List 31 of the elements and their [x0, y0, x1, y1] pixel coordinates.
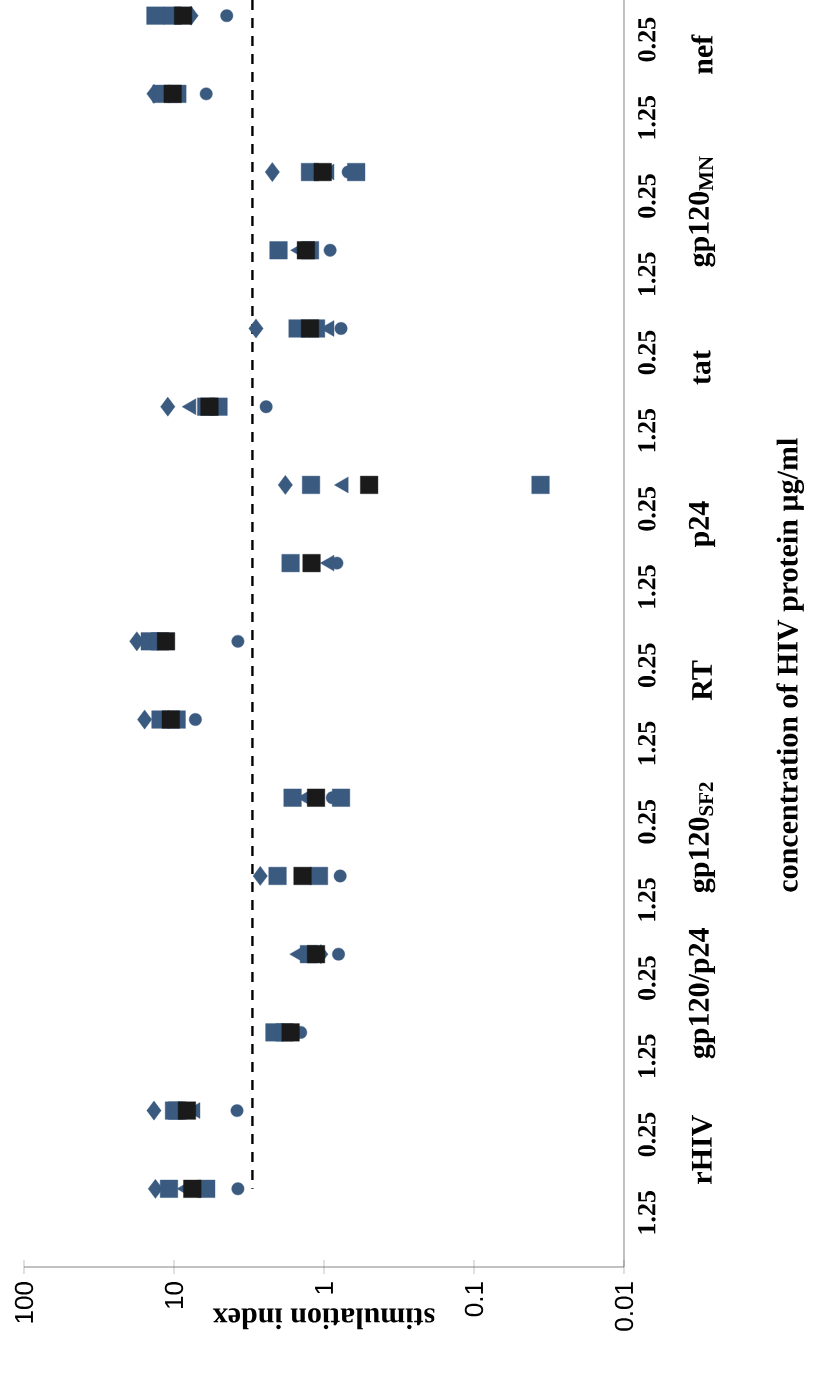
y-tick-label: 0.25 [638, 956, 656, 1000]
y-tick-label: 0.25 [638, 487, 656, 531]
x-tick-label: 100 [14, 1282, 34, 1323]
text: gp120/p24 [688, 928, 716, 1059]
y-tick-label: 1.25 [638, 96, 656, 139]
text: p24 [688, 501, 716, 547]
text: gp120$_{SF2}$ [688, 782, 716, 893]
text: tat [693, 350, 711, 385]
y-axis-title: concentration of HIV protein µg/ml [776, 438, 805, 892]
y-tick-label: 1.25 [638, 1034, 656, 1078]
x-axis-title: stimulation index [212, 1308, 435, 1330]
text: gp120$_{MN}$ [688, 156, 716, 267]
y-tick-label: 0.25 [638, 17, 656, 62]
y-tick-label: 0.25 [638, 174, 656, 218]
y-tick-label: 0.25 [638, 330, 656, 375]
y-tick-label: 1.25 [638, 252, 656, 295]
x-tick-label: 10 [164, 1282, 184, 1309]
text: nef [691, 34, 713, 74]
text: rHIV [691, 1115, 713, 1184]
y-tick-label: 0.25 [638, 799, 656, 844]
y-tick-label: 0.25 [638, 1112, 656, 1157]
x-tick-label: 0.1 [464, 1282, 484, 1317]
y-tick-label: 1.25 [638, 878, 656, 921]
y-tick-label: 1.25 [638, 1191, 656, 1234]
y-tick-label: 1.25 [638, 565, 656, 608]
y-tick-label: 1.25 [638, 408, 656, 452]
x-tick-label: 1 [315, 1282, 333, 1294]
text: RT [692, 660, 712, 701]
y-tick-label: 0.25 [638, 643, 656, 688]
y-tick-label: 1.25 [638, 721, 656, 765]
x-tick-label: 0.01 [614, 1282, 634, 1331]
